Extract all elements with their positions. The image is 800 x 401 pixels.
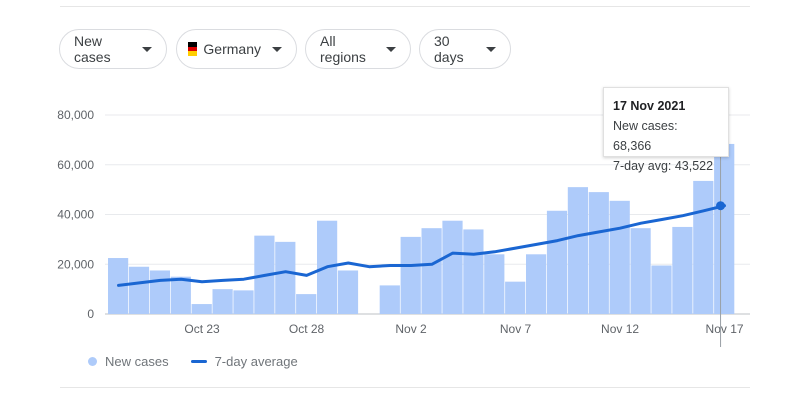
country-dropdown[interactable]: Germany xyxy=(176,29,297,69)
bar xyxy=(296,294,317,314)
chevron-down-icon xyxy=(486,46,496,52)
x-tick-label: Nov 2 xyxy=(395,322,427,336)
bar xyxy=(442,220,463,314)
x-tick-label: Nov 7 xyxy=(500,322,532,336)
bar xyxy=(567,187,588,314)
bar xyxy=(609,200,630,314)
bar xyxy=(505,281,526,314)
bar xyxy=(651,265,672,314)
region-dropdown[interactable]: All regions xyxy=(305,29,411,69)
region-dropdown-label: All regions xyxy=(320,33,366,65)
bar xyxy=(191,304,212,314)
bar xyxy=(672,226,693,314)
bar xyxy=(128,266,150,314)
bar xyxy=(149,270,170,314)
x-tick-label: Oct 23 xyxy=(184,322,220,336)
bar xyxy=(630,228,651,314)
bottom-divider xyxy=(60,387,750,388)
chevron-down-icon xyxy=(142,46,152,52)
y-tick-label: 20,000 xyxy=(57,257,94,271)
y-tick-label: 80,000 xyxy=(57,108,94,122)
bar xyxy=(275,241,296,314)
tooltip-new-cases: New cases: 68,366 xyxy=(613,119,678,153)
y-tick-label: 40,000 xyxy=(57,208,94,222)
y-tick-label: 0 xyxy=(87,307,94,321)
bar xyxy=(337,270,359,314)
x-tick-label: Nov 17 xyxy=(706,322,744,336)
germany-flag-icon xyxy=(188,42,198,57)
average-line xyxy=(117,204,726,287)
bar xyxy=(546,210,568,314)
x-tick-label: Oct 28 xyxy=(289,322,325,336)
bar xyxy=(463,229,484,314)
y-tick-label: 60,000 xyxy=(57,158,94,172)
bar xyxy=(379,285,400,314)
legend-line-icon xyxy=(190,360,207,363)
tooltip-avg: 7-day avg: 43,522 xyxy=(613,159,714,173)
chart-tooltip: 17 Nov 2021 New cases: 68,366 7-day avg:… xyxy=(603,87,729,173)
legend-item-new-cases[interactable]: New cases xyxy=(88,354,169,369)
metric-dropdown[interactable]: New cases xyxy=(59,29,167,69)
legend-label-average: 7-day average xyxy=(214,354,298,369)
bar xyxy=(421,228,442,314)
bar xyxy=(170,276,191,314)
top-divider xyxy=(60,6,750,7)
x-tick-label: Nov 12 xyxy=(601,322,639,336)
bar xyxy=(714,143,735,314)
bar xyxy=(526,254,547,314)
tooltip-date: 17 Nov 2021 xyxy=(613,99,686,113)
bar xyxy=(588,192,609,314)
bar xyxy=(233,290,254,314)
bar xyxy=(484,254,505,314)
period-dropdown-label: 30 days xyxy=(434,33,464,65)
highlight-point xyxy=(716,201,726,211)
bar xyxy=(400,236,421,314)
chevron-down-icon xyxy=(386,46,396,52)
chart-legend: New cases 7-day average xyxy=(88,354,320,369)
metric-dropdown-label: New cases xyxy=(74,33,111,65)
bar xyxy=(693,180,714,314)
chevron-down-icon xyxy=(272,46,282,52)
period-dropdown[interactable]: 30 days xyxy=(419,29,511,69)
country-dropdown-label: Germany xyxy=(203,41,261,57)
legend-dot-icon xyxy=(88,357,97,366)
bar xyxy=(212,289,233,314)
legend-label-new-cases: New cases xyxy=(105,354,169,369)
legend-item-average[interactable]: 7-day average xyxy=(190,354,298,369)
